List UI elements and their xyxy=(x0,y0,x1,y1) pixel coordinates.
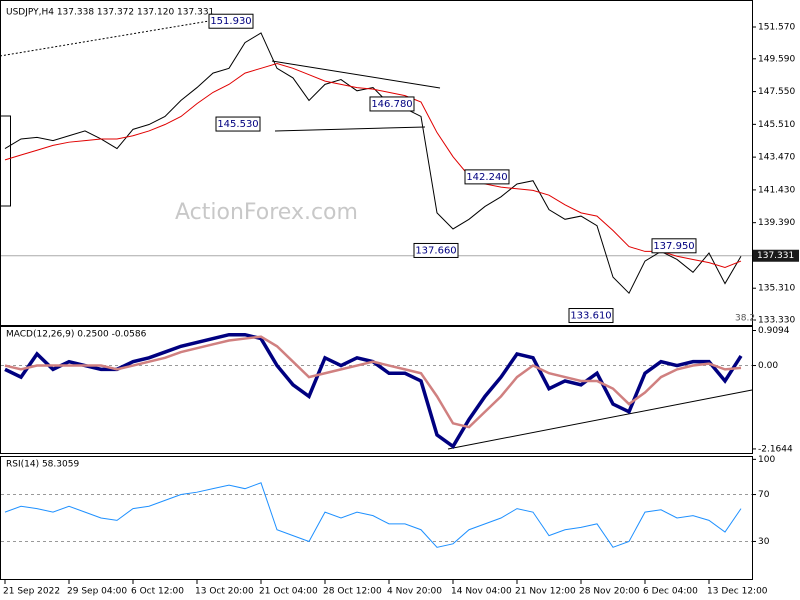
annotation-label: 142.240 xyxy=(466,172,507,183)
y-tick-label: 149.590 xyxy=(758,54,795,64)
annotation-box xyxy=(413,242,459,258)
annotation-label: 133.610 xyxy=(570,311,611,322)
y-tick-label: 141.430 xyxy=(758,185,795,195)
annotation-label: 137.660 xyxy=(415,245,456,256)
annotation-box xyxy=(208,13,254,29)
x-tick-label: 14 Nov 04:00 xyxy=(451,587,512,597)
y-tick-label: 70 xyxy=(758,490,770,500)
watermark: ActionForex.com xyxy=(175,200,358,225)
series-line xyxy=(4,335,742,429)
annotation-box xyxy=(651,238,697,254)
triangle-line xyxy=(274,126,426,132)
x-tick-label: 4 Nov 20:00 xyxy=(387,587,442,597)
macd-panel xyxy=(0,326,753,454)
y-tick-label: 147.550 xyxy=(758,87,795,97)
annotation-box xyxy=(215,116,261,132)
annotation-box xyxy=(464,169,510,185)
series-line xyxy=(4,32,742,295)
x-tick-label: 28 Oct 12:00 xyxy=(323,587,382,597)
y-tick-label: 139.390 xyxy=(758,218,795,228)
x-tick-label: 13 Dec 12:00 xyxy=(707,587,768,597)
y-tick-label: 100 xyxy=(758,455,775,465)
y-tick-label: 0.9094 xyxy=(758,326,790,336)
y-tick-label: 133.330 xyxy=(758,316,795,326)
y-tick-label: 151.570 xyxy=(758,23,795,33)
annotation-box xyxy=(568,308,614,324)
side-box xyxy=(0,115,11,207)
fib-label: 38.2 xyxy=(735,314,755,324)
panel-title: USDJPY,H4 137.338 137.372 137.120 137.33… xyxy=(6,8,214,18)
y-tick-label: 143.470 xyxy=(758,153,795,163)
panel-title: RSI(14) 58.3059 xyxy=(6,460,79,470)
x-tick-label: 29 Sep 04:00 xyxy=(67,587,127,597)
series-line xyxy=(4,62,742,269)
annotation-label: 137.950 xyxy=(653,241,694,252)
y-tick-label: 0.00 xyxy=(758,361,778,371)
panel-title: MACD(12,26,9) 0.2500 -0.0586 xyxy=(6,330,147,340)
macd-trendline xyxy=(447,389,753,450)
x-tick-label: 6 Dec 04:00 xyxy=(643,587,698,597)
x-tick-label: 21 Nov 12:00 xyxy=(515,587,576,597)
trendline xyxy=(0,19,216,57)
y-tick-label: 135.310 xyxy=(758,284,795,294)
triangle-line xyxy=(271,60,441,89)
last-price-box xyxy=(753,249,799,262)
rsi-panel xyxy=(0,456,753,580)
y-tick-label: 145.510 xyxy=(758,120,795,130)
annotation-label: 151.930 xyxy=(210,16,251,27)
x-tick-label: 6 Oct 12:00 xyxy=(131,587,184,597)
x-tick-label: 21 Sep 2022 xyxy=(3,587,60,597)
last-price-label: 137.331 xyxy=(757,251,794,261)
x-tick-label: 13 Oct 20:00 xyxy=(195,587,254,597)
x-tick-label: 21 Oct 04:00 xyxy=(259,587,318,597)
series-line xyxy=(4,482,742,548)
y-tick-label: -2.1644 xyxy=(758,444,793,454)
annotation-box xyxy=(369,96,415,112)
annotation-label: 146.780 xyxy=(371,99,412,110)
x-tick-label: 28 Nov 20:00 xyxy=(579,587,640,597)
annotation-label: 145.530 xyxy=(217,119,258,130)
y-tick-label: 30 xyxy=(758,537,770,547)
